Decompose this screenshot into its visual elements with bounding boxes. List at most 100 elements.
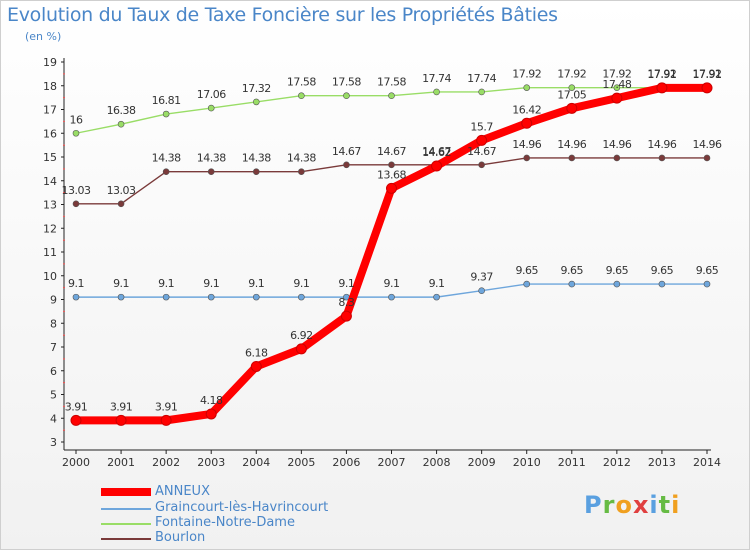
data-point — [386, 182, 397, 194]
y-tick-label: 12 — [43, 222, 57, 235]
data-point — [433, 88, 440, 96]
logo-letter: o — [615, 491, 633, 519]
data-point — [162, 293, 170, 301]
y-minor-tick — [63, 334, 65, 336]
legend-item-anneux[interactable]: ANNEUX — [101, 485, 401, 501]
legend-swatch — [101, 523, 151, 525]
data-point — [613, 154, 621, 162]
y-minor-tick — [63, 215, 65, 218]
data-label: 17.92 — [647, 68, 676, 81]
data-point — [298, 293, 305, 301]
x-tick-label: 2012 — [603, 456, 631, 469]
y-tick-label: 14 — [43, 175, 57, 188]
data-label: 3.91 — [65, 400, 88, 413]
data-point — [117, 120, 125, 128]
data-point — [298, 168, 305, 176]
data-point — [568, 84, 576, 91]
legend-item-graincourt[interactable]: Graincourt-lès-Havrincourt — [101, 501, 401, 517]
x-tick-label: 2000 — [62, 456, 90, 469]
data-point — [72, 129, 80, 137]
y-tick-label: 17 — [43, 104, 57, 117]
data-label: 17.92 — [557, 68, 586, 81]
data-label: 13.68 — [377, 168, 406, 181]
data-label: 17.32 — [242, 82, 271, 95]
y-minor-tick — [63, 429, 65, 431]
y-tick-label: 15 — [43, 151, 57, 164]
data-label: 17.48 — [602, 78, 631, 91]
data-label: 14.96 — [693, 138, 722, 151]
y-minor-tick — [63, 168, 65, 170]
data-point — [566, 102, 578, 114]
data-point — [70, 414, 82, 426]
legend-item-fontaine[interactable]: Fontaine-Notre-Dame — [101, 516, 401, 532]
x-tick-label: 2005 — [287, 456, 315, 469]
data-point — [388, 92, 395, 100]
data-label: 16.42 — [512, 103, 541, 116]
y-minor-tick — [63, 191, 65, 194]
data-label: 9.1 — [68, 277, 84, 290]
x-tick-label: 2002 — [152, 456, 180, 469]
y-tick-label: 6 — [50, 365, 57, 378]
x-tick-label: 2009 — [468, 456, 496, 469]
data-label: 14.67 — [332, 145, 361, 158]
data-label: 14.96 — [602, 138, 631, 151]
proxiti-logo: Proxiti — [584, 491, 680, 519]
y-tick-label: 11 — [43, 246, 57, 259]
data-label: 14.38 — [152, 152, 181, 165]
legend-item-bourlon[interactable]: Bourlon — [101, 531, 401, 547]
x-tick-label: 2010 — [513, 456, 541, 469]
y-minor-tick — [63, 120, 65, 123]
data-point — [115, 414, 127, 426]
y-minor-tick — [63, 358, 65, 360]
y-minor-tick — [63, 286, 65, 289]
data-label: 9.65 — [515, 264, 538, 277]
data-label: 14.96 — [512, 138, 541, 151]
data-label: 17.06 — [197, 88, 226, 101]
data-label: 9.1 — [113, 277, 129, 290]
data-point — [658, 154, 666, 162]
data-label: 17.92 — [602, 68, 631, 81]
y-tick-label: 9 — [50, 294, 57, 307]
legend-label: Fontaine-Notre-Dame — [155, 515, 295, 530]
y-minor-tick — [63, 310, 65, 313]
data-label: 6.18 — [245, 346, 268, 359]
data-label: 17.05 — [557, 88, 586, 101]
data-label: 4.18 — [200, 394, 223, 407]
data-label: 9.1 — [384, 277, 400, 290]
data-label: 13.03 — [62, 184, 91, 197]
data-point — [568, 280, 576, 288]
data-label: 9.1 — [248, 277, 264, 290]
logo-letter: x — [632, 491, 650, 519]
data-point — [295, 343, 307, 355]
data-label: 17.58 — [377, 76, 406, 89]
data-label: 9.1 — [293, 277, 309, 290]
x-tick-label: 2011 — [558, 456, 586, 469]
x-tick-label: 2001 — [107, 456, 135, 469]
data-point — [478, 88, 485, 96]
data-label: 14.38 — [287, 152, 316, 165]
x-tick-label: 2014 — [693, 456, 721, 469]
logo-letter: i — [649, 491, 659, 519]
data-point — [568, 154, 576, 162]
data-point — [388, 161, 395, 169]
y-tick-label: 3 — [50, 436, 57, 449]
data-point — [205, 408, 217, 420]
x-tick-label: 2013 — [648, 456, 676, 469]
legend-swatch — [101, 508, 151, 510]
data-label: 14.38 — [242, 152, 271, 165]
data-point — [250, 360, 262, 372]
x-tick-label: 2007 — [378, 456, 406, 469]
data-point — [703, 154, 711, 162]
data-point — [478, 287, 485, 295]
data-point — [523, 280, 531, 288]
y-tick-label: 5 — [50, 389, 57, 402]
data-point — [611, 92, 623, 104]
data-label: 17.92 — [693, 68, 722, 81]
data-point — [207, 168, 215, 176]
data-point — [162, 110, 170, 118]
data-label: 14.38 — [197, 152, 226, 165]
chart-title: Evolution du Taux de Taxe Foncière sur l… — [7, 4, 558, 26]
data-point — [252, 293, 260, 301]
y-minor-tick — [63, 73, 65, 75]
